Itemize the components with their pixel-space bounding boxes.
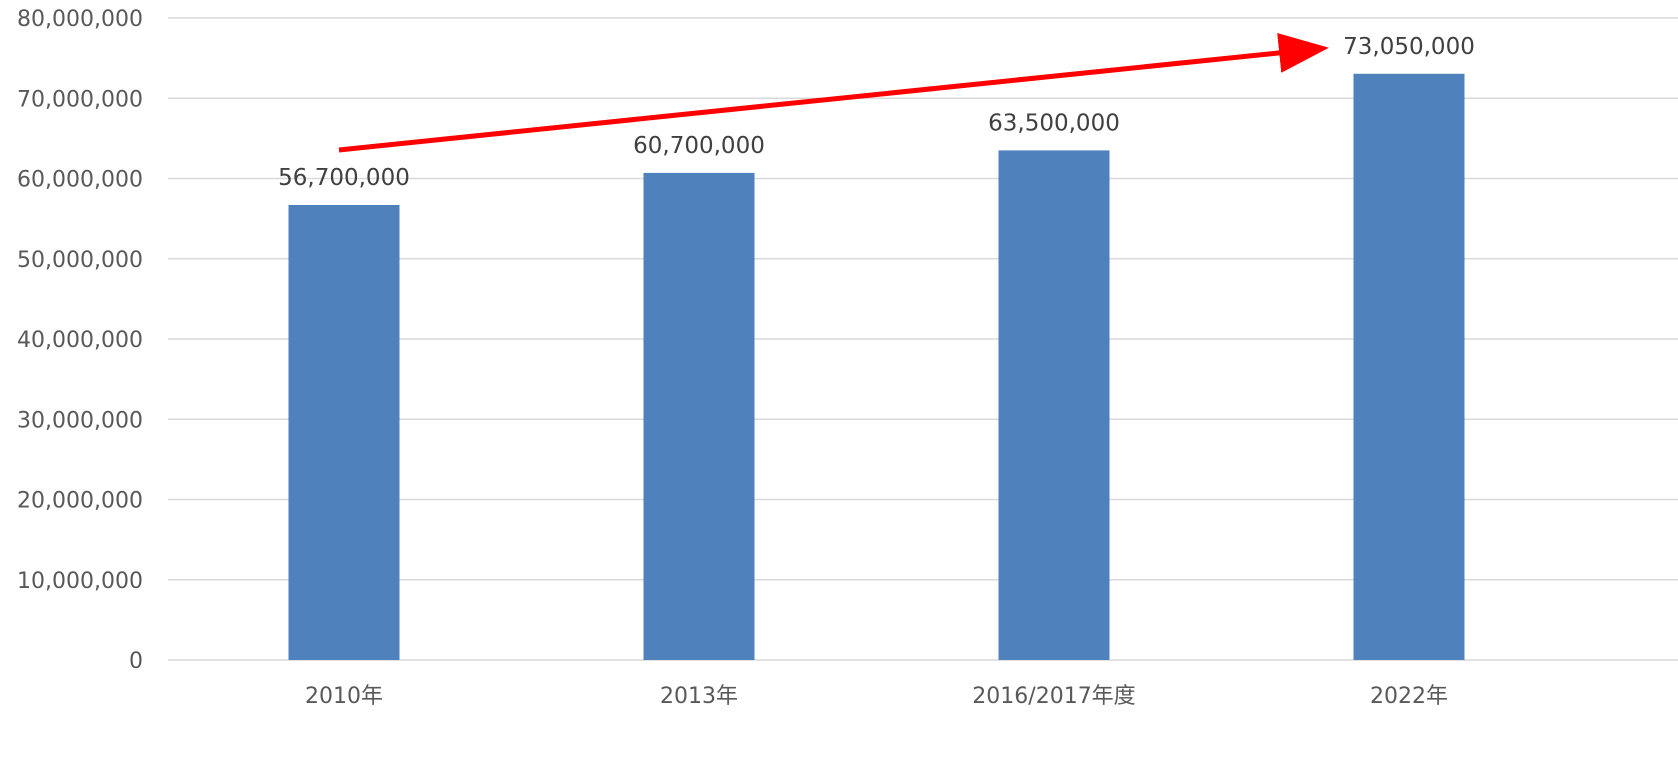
y-tick-label: 80,000,000 — [17, 7, 143, 32]
bar — [643, 172, 755, 660]
x-category-label: 2010年 — [305, 684, 383, 709]
trend-arrow-group — [338, 32, 1329, 153]
y-tick-label: 30,000,000 — [17, 408, 143, 433]
data-label: 73,050,000 — [1343, 34, 1475, 60]
y-tick-label: 60,000,000 — [17, 168, 143, 193]
data-label: 56,700,000 — [278, 165, 410, 191]
gridlines — [168, 17, 1678, 661]
x-axis-category-labels: 2010年 2013年 2016/2017年度 2022年 — [305, 684, 1448, 709]
x-category-label: 2013年 — [660, 684, 738, 709]
y-tick-label: 10,000,000 — [17, 569, 143, 594]
bar — [998, 150, 1110, 660]
bar — [288, 204, 400, 661]
bar — [1353, 73, 1465, 661]
y-axis-tick-labels: 0 10,000,000 20,000,000 30,000,000 40,000,00… — [17, 7, 143, 674]
bars — [288, 73, 1465, 661]
data-label: 63,500,000 — [988, 110, 1120, 136]
x-category-label: 2016/2017年度 — [972, 684, 1135, 709]
x-category-label: 2022年 — [1370, 684, 1448, 709]
data-labels: 56,700,000 60,700,000 63,500,000 73,050,000 — [278, 34, 1475, 191]
y-tick-label: 20,000,000 — [17, 489, 143, 514]
y-tick-label: 50,000,000 — [17, 248, 143, 273]
y-tick-label: 0 — [129, 649, 143, 674]
y-tick-label: 40,000,000 — [17, 328, 143, 353]
data-label: 60,700,000 — [633, 133, 765, 159]
trend-arrow — [338, 32, 1329, 153]
y-tick-label: 70,000,000 — [17, 87, 143, 112]
